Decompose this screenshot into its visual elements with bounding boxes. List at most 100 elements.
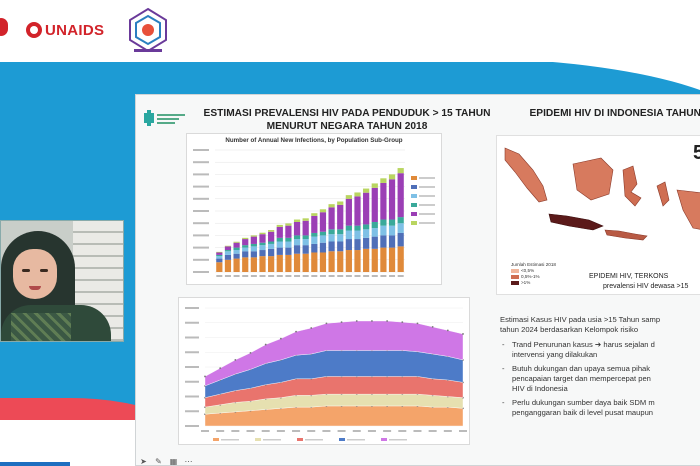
bar-segment: [371, 228, 378, 237]
bar-segment: [328, 229, 335, 235]
bar-segment: [242, 257, 249, 272]
bar-segment: [319, 231, 327, 236]
legend-label: [419, 213, 435, 215]
bar-segment: [293, 219, 301, 222]
map-legend-title: Jumlah Estimasi 2018: [511, 262, 556, 267]
bar-segment: [250, 246, 257, 252]
bar-segment: [216, 258, 223, 263]
bar-segment: [250, 251, 257, 258]
y-tick-label: [193, 149, 209, 151]
x-tick-label: [389, 275, 396, 277]
x-tick-label: [363, 275, 370, 277]
presentation-slide: ESTIMASI PREVALENSI HIV PADA PENDUDUK > …: [135, 94, 700, 466]
presenter-eye: [40, 269, 48, 272]
hiv-estimate-area-chart: [178, 297, 470, 445]
slide-notes: Estimasi Kasus HIV pada usia >15 Tahun s…: [500, 315, 700, 422]
x-tick-label: [246, 430, 255, 432]
pointer-icon[interactable]: ➤: [140, 457, 147, 466]
bar-segment: [216, 262, 223, 272]
data-point: [416, 322, 419, 325]
bar-segment: [311, 232, 318, 237]
x-tick-label: [311, 275, 318, 277]
y-tick-label: [193, 271, 209, 273]
bar-segment: [354, 196, 361, 226]
legend-label: [221, 439, 239, 441]
legend-label: [419, 186, 435, 188]
data-point: [462, 333, 464, 335]
bar-segment: [311, 213, 318, 216]
x-tick-label: [261, 430, 270, 432]
bar-segment: [388, 219, 396, 226]
legend-swatch: [411, 212, 417, 216]
bar-segment: [233, 253, 240, 259]
bar-segment: [224, 251, 232, 255]
bar-segment: [380, 235, 387, 248]
notes-item: Perlu dukungan sumber daya baik SDM m pe…: [500, 398, 700, 418]
bar-segment: [259, 256, 266, 272]
legend-swatch: [411, 203, 417, 207]
pen-icon[interactable]: ✎: [155, 457, 162, 466]
bar-segment: [319, 212, 327, 232]
bar-segment: [276, 241, 283, 248]
x-tick-label: [337, 275, 344, 277]
bar-segment: [337, 204, 344, 230]
y-tick-label: [185, 395, 199, 398]
data-point: [219, 367, 222, 370]
bar-segment: [363, 188, 370, 193]
bar-segment: [285, 254, 292, 272]
y-tick-label: [193, 246, 209, 249]
map-region-nusa-tenggara: [604, 229, 648, 241]
data-point: [295, 330, 297, 333]
data-point: [310, 327, 313, 329]
bar-segment: [371, 221, 378, 229]
x-tick-label: [352, 430, 361, 432]
y-tick-label: [193, 222, 209, 225]
bar-segment: [285, 225, 292, 238]
legend-swatch: [213, 438, 219, 441]
bar-segment: [302, 218, 309, 221]
bar-segment: [354, 230, 361, 240]
bar-segment: [276, 237, 283, 242]
bar-segment: [337, 234, 344, 242]
y-tick-label: [193, 161, 209, 164]
bar-segment: [224, 254, 232, 260]
bar-segment: [388, 179, 396, 220]
x-tick-label: [231, 430, 240, 432]
x-tick-label: [216, 275, 223, 277]
bar-segment: [380, 247, 387, 272]
bar-segment: [233, 250, 240, 254]
y-tick-label: [193, 234, 209, 237]
legend-swatch: [411, 176, 417, 180]
bar-segment: [319, 209, 327, 213]
legend-swatch: [411, 221, 417, 225]
legend-swatch: [381, 438, 387, 441]
bar-segment: [319, 252, 327, 272]
bar-segment: [319, 235, 327, 243]
bar-segment: [216, 251, 223, 253]
y-tick-label: [193, 258, 209, 261]
bar-segment: [363, 224, 370, 230]
data-point: [279, 337, 282, 340]
bar-segment: [354, 239, 361, 251]
bar-segment: [216, 252, 223, 255]
bar-segment: [397, 223, 404, 233]
y-tick-label: [185, 410, 199, 413]
bar-segment: [319, 242, 327, 253]
presenter-webcam[interactable]: [0, 220, 124, 342]
bar-segment: [242, 237, 249, 240]
slides-grid-icon[interactable]: ▦: [169, 457, 178, 466]
x-tick-label: [345, 275, 352, 277]
bottom-blue-chip: [0, 462, 70, 466]
bar-segment: [224, 250, 232, 252]
bar-segment: [242, 247, 249, 252]
legend-label: [419, 204, 435, 206]
notes-intro: Estimasi Kasus HIV pada usia >15 Tahun s…: [500, 315, 661, 334]
bar-segment: [388, 247, 396, 272]
notes-item: Trand Penurunan kasus ➔ harus sejalan d …: [500, 340, 700, 360]
bar-segment: [242, 251, 249, 258]
indonesia-map-panel: 5 Jumlah Estimasi 2018 <0,5% 0,5%-1% >1%…: [496, 135, 700, 295]
x-tick-label: [250, 275, 257, 277]
bar-segment: [311, 215, 318, 233]
more-options-icon[interactable]: ⋯: [184, 457, 193, 466]
bar-segment: [259, 245, 266, 251]
